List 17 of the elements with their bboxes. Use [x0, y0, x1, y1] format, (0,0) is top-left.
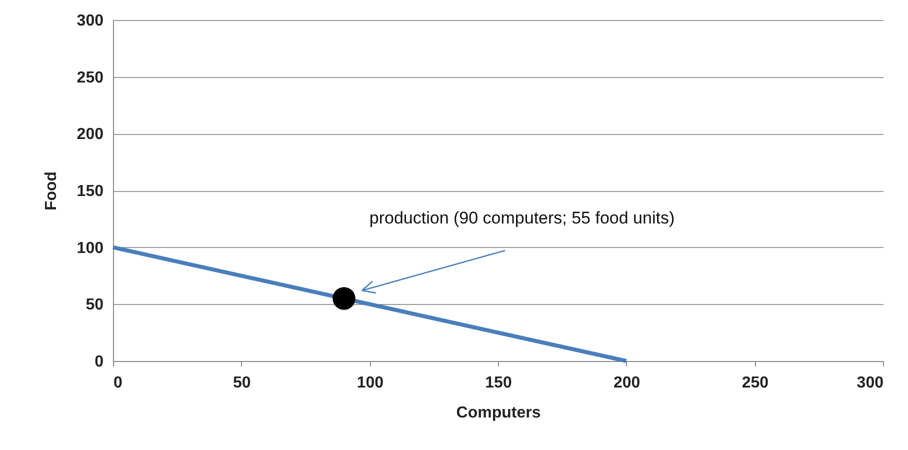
annotation: production (90 computers; 55 food units) [369, 208, 675, 228]
y-tick-label: 50 [86, 296, 104, 314]
y-tick-label: 200 [76, 126, 104, 144]
x-tick-label: 250 [742, 374, 769, 392]
y-tick-label: 0 [94, 354, 104, 370]
x-tick-label: 100 [356, 374, 384, 392]
y-axis-title: Food [42, 171, 60, 211]
x-tick-label: 200 [613, 374, 640, 392]
y-tick-label: 300 [76, 12, 104, 30]
y-tick-label: 100 [76, 240, 104, 257]
x-tick-label: 0 [114, 374, 122, 392]
y-tick-label: 150 [76, 183, 104, 200]
y-tick-label: 250 [76, 69, 104, 86]
x-tick-label: 50 [232, 374, 251, 392]
x-axis-title: Computers [456, 404, 541, 422]
x-tick-label: 300 [856, 374, 884, 392]
x-tick-label: 150 [485, 374, 512, 392]
